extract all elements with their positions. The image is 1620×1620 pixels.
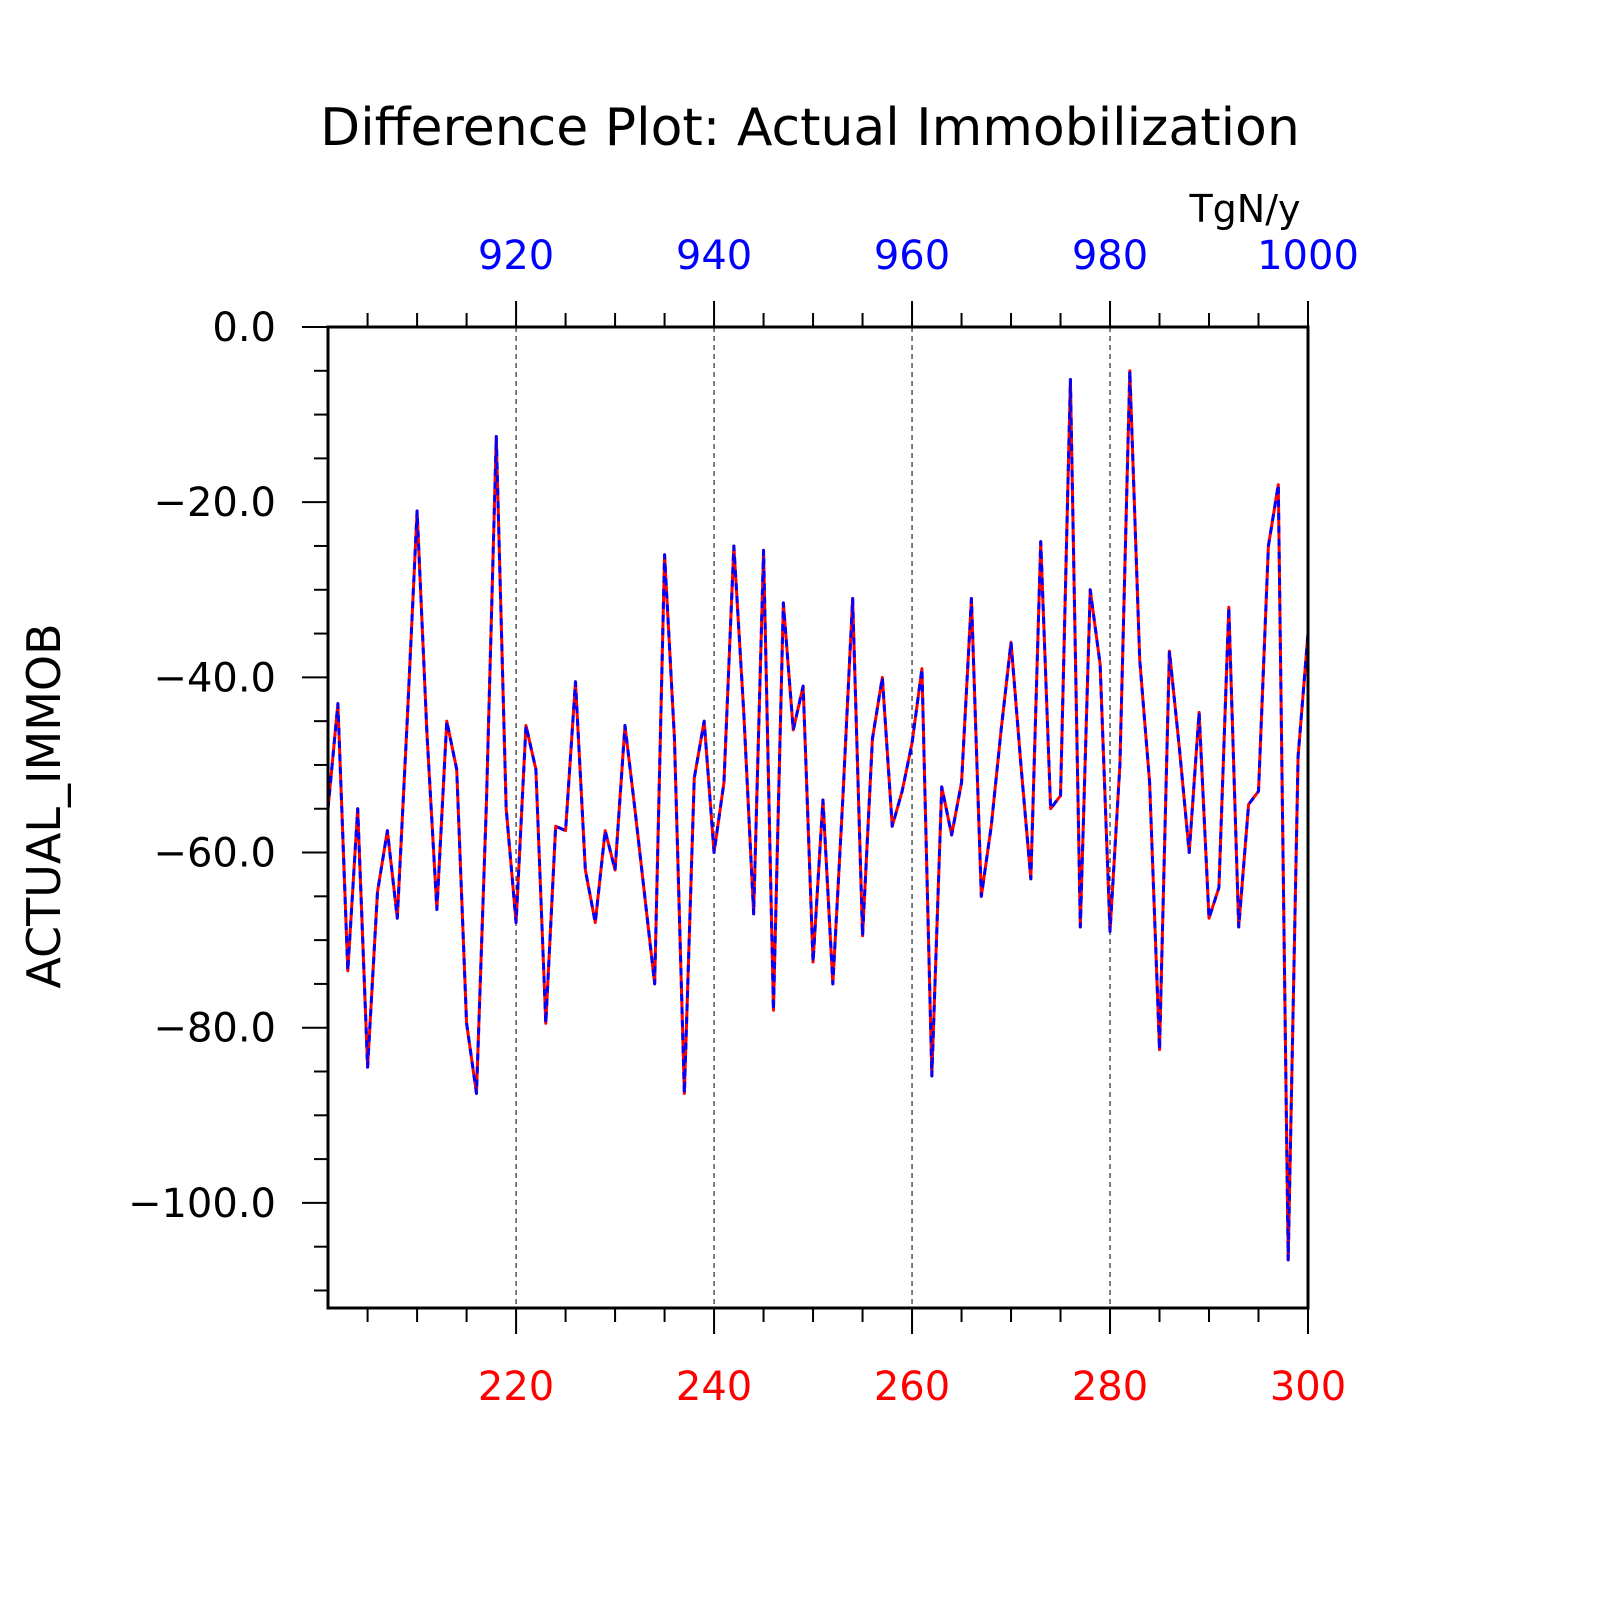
x-top-tick-label: 980 [1072,233,1148,279]
units-label: TgN/y [1188,187,1300,231]
x-top-tick-label: 920 [478,233,554,279]
y-axis-label: ACTUAL_IMMOB [17,623,71,988]
x-top-tick-label: 1000 [1257,233,1359,279]
chart-title: Difference Plot: Actual Immobilization [320,98,1300,158]
series-line-dashed [326,369,1310,1262]
x-bottom-tick-label: 280 [1072,1364,1148,1410]
x-top-tick-label: 960 [874,233,950,279]
y-tick-label: −80.0 [153,1006,276,1052]
y-tick-label: −100.0 [128,1181,276,1227]
x-bottom-tick-label: 240 [676,1364,752,1410]
series-line-solid [326,369,1310,1262]
y-tick-label: −40.0 [153,655,276,701]
axes [302,301,1310,1334]
x-bottom-tick-label: 220 [478,1364,554,1410]
y-tick-label: −60.0 [153,831,276,877]
grid-lines [515,327,1111,1308]
x-bottom-tick-label: 260 [874,1364,950,1410]
x-top-tick-label: 940 [676,233,752,279]
y-tick-label: −20.0 [153,480,276,526]
plot-frame [326,325,1310,1310]
x-bottom-tick-label: 300 [1270,1364,1346,1410]
y-tick-label: 0.0 [212,305,276,351]
data-series [326,369,1310,1262]
tick-labels: 0.0 −20.0 −40.0 −60.0 −80.0 −100.0 220 240 260 28… [128,233,1359,1410]
